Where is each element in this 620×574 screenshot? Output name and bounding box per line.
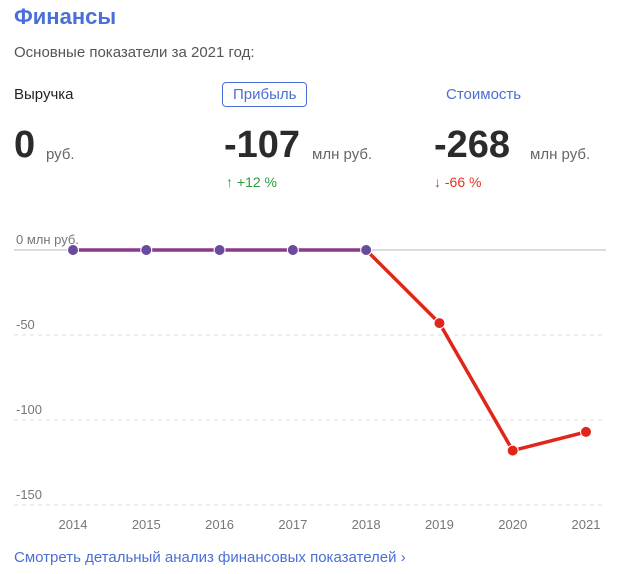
x-tick-label: 2017 [278, 517, 307, 532]
profit-unit: млн руб. [312, 146, 373, 163]
cost-value: -268 [434, 124, 511, 166]
x-tick-label: 2015 [132, 517, 161, 532]
data-point [433, 317, 446, 330]
cost-unit: млн руб. [530, 146, 591, 163]
chart-y-ticks: 0 млн руб. -50 -100 -150 [16, 232, 79, 502]
cost-delta: ↓ -66 % [434, 174, 482, 190]
y-tick-label: -50 [16, 317, 35, 332]
data-point [140, 244, 153, 256]
series-line-segment [364, 248, 442, 325]
chart-series-lines [71, 248, 588, 453]
chart-grid [14, 249, 606, 506]
series-line-segment [437, 321, 515, 453]
chart-x-ticks: 2014 2015 2016 2017 2018 2019 2020 2021 [59, 517, 601, 532]
page-title: Финансы [14, 4, 117, 29]
metric-revenue-label[interactable]: Выручка [14, 86, 74, 103]
x-tick-label: 2018 [352, 517, 381, 532]
metric-value-link[interactable]: Стоимость [446, 86, 522, 103]
revenue-value: 0 [14, 124, 36, 166]
revenue-unit: руб. [46, 146, 75, 163]
series-line-segment [510, 430, 588, 453]
profit-value: -107 [224, 124, 301, 166]
profit-line-chart: 0 млн руб.-50-100-150 2014 2015 2016 2017 20… [14, 232, 606, 532]
x-tick-label: 2020 [498, 517, 527, 532]
y-tick-label: -150 [16, 487, 42, 502]
data-point [506, 444, 519, 457]
x-tick-label: 2021 [572, 517, 601, 532]
financial-analysis-link[interactable]: Смотреть детальный анализ финансовых пок… [14, 549, 406, 566]
y-tick-label: -100 [16, 402, 42, 417]
data-point [286, 244, 299, 256]
data-point [360, 244, 373, 256]
data-point [580, 425, 592, 438]
profit-delta: ↑ +12 % [226, 174, 277, 190]
x-tick-label: 2019 [425, 517, 454, 532]
chart-points [67, 244, 592, 457]
x-tick-label: 2016 [205, 517, 234, 532]
page-subtitle: Основные показатели за 2021 год: [14, 44, 255, 61]
data-point [67, 244, 79, 256]
metric-profit-tab[interactable]: Прибыль [222, 82, 308, 107]
x-tick-label: 2014 [59, 517, 88, 532]
data-point [213, 244, 226, 256]
y-tick-label: 0 млн руб. [16, 232, 79, 247]
